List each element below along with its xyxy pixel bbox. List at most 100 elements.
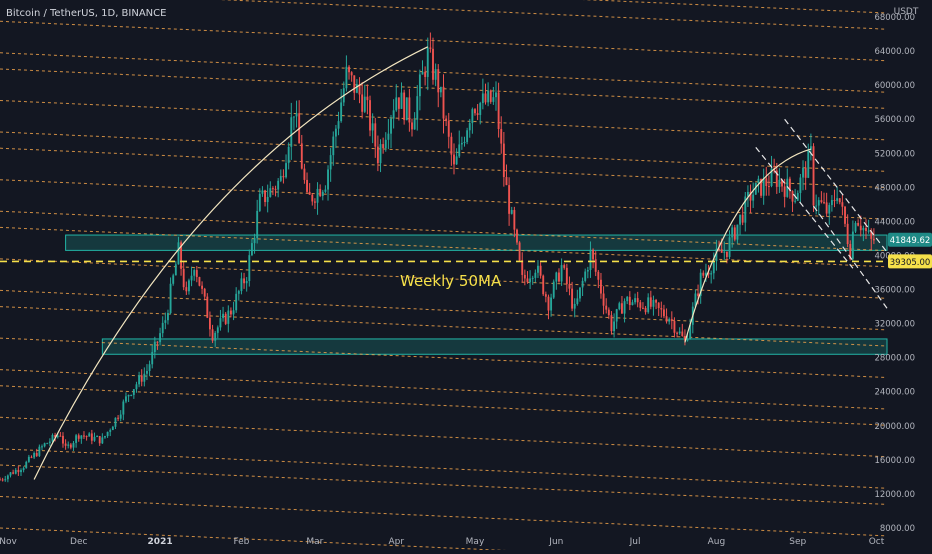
candle: [376, 135, 379, 172]
candle: [303, 163, 306, 184]
candle: [752, 182, 755, 208]
candle: [872, 228, 875, 245]
candle: [358, 77, 361, 104]
candle-body: [98, 436, 101, 444]
candle: [156, 341, 159, 350]
candle-body: [450, 136, 453, 155]
candle-body: [340, 102, 343, 122]
candle-body: [699, 272, 702, 296]
candle-body: [602, 293, 605, 306]
candle: [308, 183, 311, 195]
fib-line: [0, 385, 888, 426]
candle: [817, 197, 820, 216]
candle: [83, 431, 85, 440]
candle-body: [487, 90, 490, 103]
candle: [741, 206, 744, 226]
candle-body: [844, 206, 846, 224]
candle-body: [859, 225, 862, 231]
candle: [287, 142, 290, 170]
x-tick-label: Sep: [789, 537, 806, 547]
candle-body: [206, 296, 209, 318]
candle: [468, 118, 471, 138]
candle-body: [203, 288, 206, 297]
candle: [492, 86, 495, 105]
candle-body: [783, 186, 786, 197]
candle: [592, 248, 595, 269]
candle-body: [710, 273, 713, 275]
candle: [237, 289, 240, 301]
candle-body: [405, 97, 408, 121]
candle: [177, 236, 180, 265]
candle-body: [188, 280, 190, 292]
x-tick-label: May: [466, 537, 485, 547]
candle: [277, 178, 280, 198]
candle-body: [605, 305, 608, 310]
candle: [337, 111, 340, 136]
candle-body: [576, 298, 579, 304]
candle-body: [62, 435, 64, 444]
candle-body: [211, 329, 214, 341]
candle-body: [248, 255, 251, 281]
candle-body: [673, 320, 676, 333]
y-tick-label: 48000.00: [874, 183, 915, 193]
candle-body: [463, 141, 466, 144]
candle: [395, 84, 398, 112]
candle: [27, 454, 30, 463]
candle: [311, 193, 314, 206]
candle-body: [471, 109, 474, 124]
candle: [269, 181, 272, 198]
fib-line: [0, 226, 888, 268]
candle: [665, 308, 668, 324]
candle: [694, 289, 697, 308]
candle-body: [521, 260, 524, 275]
candle: [203, 287, 206, 301]
candle-body: [841, 202, 844, 207]
candle-body: [589, 249, 592, 270]
candle: [513, 206, 516, 238]
candle: [479, 101, 482, 125]
candle: [350, 71, 353, 82]
candle-body: [371, 123, 374, 131]
candle-body: [531, 277, 534, 279]
candle: [329, 147, 332, 182]
candle-body: [125, 396, 127, 402]
y-tick-label: 32000.00: [874, 320, 915, 330]
candle-body: [140, 375, 143, 382]
candle: [778, 168, 781, 193]
candle: [0, 477, 1, 481]
y-tick-label: 68000.00: [874, 13, 915, 23]
candle-body: [539, 265, 542, 276]
candle-body: [563, 265, 566, 268]
candle-body: [639, 302, 642, 308]
candle: [198, 276, 201, 287]
candle-body: [725, 251, 728, 257]
candle: [502, 131, 505, 187]
candle: [279, 169, 282, 183]
candle-body: [59, 435, 62, 437]
candle-body: [167, 313, 169, 321]
candle: [744, 192, 747, 232]
candle: [460, 136, 463, 150]
candle: [392, 99, 395, 129]
candle: [534, 269, 537, 283]
candle: [266, 184, 269, 213]
candle: [605, 298, 608, 314]
candle: [662, 304, 665, 319]
ma-price-badge-text: 39305.00: [890, 258, 931, 268]
candle-body: [489, 90, 492, 102]
candle: [403, 89, 406, 125]
candle: [521, 252, 524, 283]
candle: [767, 175, 770, 196]
time-axis[interactable]: Nov Dec 2021 Feb Mar Apr May Jun Jul Aug Sep Oct: [0, 537, 885, 547]
y-tick-label: 56000.00: [874, 115, 915, 125]
candle: [508, 177, 511, 226]
price-axis[interactable]: 8000.00 12000.00 16000.00 20000.00 24000.00 2…: [874, 13, 932, 534]
candle-body: [345, 66, 348, 89]
candle: [812, 143, 815, 212]
candle: [62, 432, 64, 448]
candle: [98, 435, 101, 446]
candle: [489, 89, 492, 104]
candle-body: [560, 265, 563, 282]
candle-body: [222, 313, 225, 319]
